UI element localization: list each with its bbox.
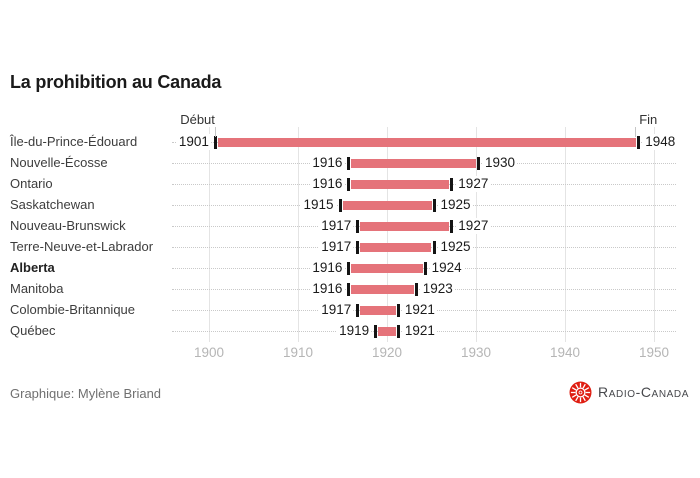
axis-tick-label: 1950 (638, 345, 670, 360)
start-year-label: 1916 (310, 281, 345, 297)
range-end-tick (414, 282, 418, 296)
row-label: Québec (10, 323, 56, 338)
range-start-tick (347, 156, 351, 170)
range-start-tick (374, 324, 378, 338)
range-end-tick (396, 303, 400, 317)
range-start-tick (356, 219, 360, 233)
row-label: Terre-Neuve-et-Labrador (10, 239, 154, 254)
end-year-label: 1930 (483, 155, 518, 171)
start-column-header: Début (180, 112, 215, 127)
range-end-tick (423, 261, 427, 275)
start-year-label: 1919 (337, 323, 372, 339)
start-year-label: 1915 (301, 197, 336, 213)
range-start-tick (213, 135, 217, 149)
range-start-tick (356, 303, 360, 317)
range-bar (351, 284, 414, 294)
axis-tick-label: 1900 (193, 345, 225, 360)
end-year-label: 1925 (438, 239, 473, 255)
row-label: Alberta (10, 260, 55, 275)
decade-gridline (209, 127, 210, 342)
range-start-tick (347, 282, 351, 296)
range-end-tick (432, 198, 436, 212)
decade-gridline (654, 127, 655, 342)
row-label: Colombie-Britannique (10, 302, 136, 317)
end-year-label: 1925 (438, 197, 473, 213)
range-bar (360, 242, 432, 252)
range-end-tick (396, 324, 400, 338)
start-year-label: 1901 (176, 134, 211, 150)
range-end-tick (450, 177, 454, 191)
range-start-tick (347, 177, 351, 191)
start-year-label: 1916 (310, 155, 345, 171)
decade-gridline (476, 127, 477, 342)
range-bar (378, 326, 396, 336)
end-year-label: 1927 (456, 218, 491, 234)
axis-tick-label: 1920 (371, 345, 403, 360)
decade-gridline (387, 127, 388, 342)
start-year-label: 1917 (319, 218, 354, 234)
range-bar (351, 179, 450, 189)
start-leader-tick (214, 127, 216, 137)
start-year-label: 1916 (310, 176, 345, 192)
range-bar (217, 137, 637, 147)
end-year-label: 1927 (456, 176, 491, 192)
start-year-label: 1917 (319, 239, 354, 255)
range-bar (351, 158, 476, 168)
row-label: Nouvelle-Écosse (10, 155, 108, 170)
credit-text: Graphique: Mylène Briand (10, 386, 162, 401)
brand-lockup: Radio-Canada (569, 380, 689, 404)
start-year-label: 1917 (319, 302, 354, 318)
radio-canada-gem-icon (569, 381, 592, 403)
end-year-label: 1921 (402, 323, 437, 339)
range-bar (351, 263, 423, 273)
row-label: Manitoba (10, 281, 64, 296)
decade-gridline (298, 127, 299, 342)
range-bar (360, 305, 396, 315)
decade-gridline (565, 127, 566, 342)
end-column-header: Fin (639, 112, 658, 127)
row-label: Île-du-Prince-Édouard (10, 134, 138, 149)
end-year-label: 1921 (402, 302, 437, 318)
chart-title: La prohibition au Canada (10, 72, 222, 92)
end-year-label: 1924 (429, 260, 464, 276)
range-bar (360, 221, 450, 231)
range-start-tick (338, 198, 342, 212)
range-end-tick (637, 135, 641, 149)
range-end-tick (450, 219, 454, 233)
range-start-tick (356, 240, 360, 254)
row-label: Saskatchewan (10, 197, 95, 212)
range-bar (342, 200, 432, 210)
start-year-label: 1916 (310, 260, 345, 276)
row-label: Ontario (10, 176, 53, 191)
axis-tick-label: 1940 (549, 345, 581, 360)
range-end-tick (432, 240, 436, 254)
axis-tick-label: 1930 (460, 345, 492, 360)
range-end-tick (477, 156, 480, 170)
end-year-label: 1923 (420, 281, 455, 297)
range-start-tick (347, 261, 351, 275)
end-year-label: 1948 (643, 134, 678, 150)
end-leader-tick (635, 127, 637, 137)
brand-wordmark: Radio-Canada (598, 384, 689, 400)
axis-tick-label: 1910 (282, 345, 314, 360)
row-label: Nouveau-Brunswick (10, 218, 126, 233)
